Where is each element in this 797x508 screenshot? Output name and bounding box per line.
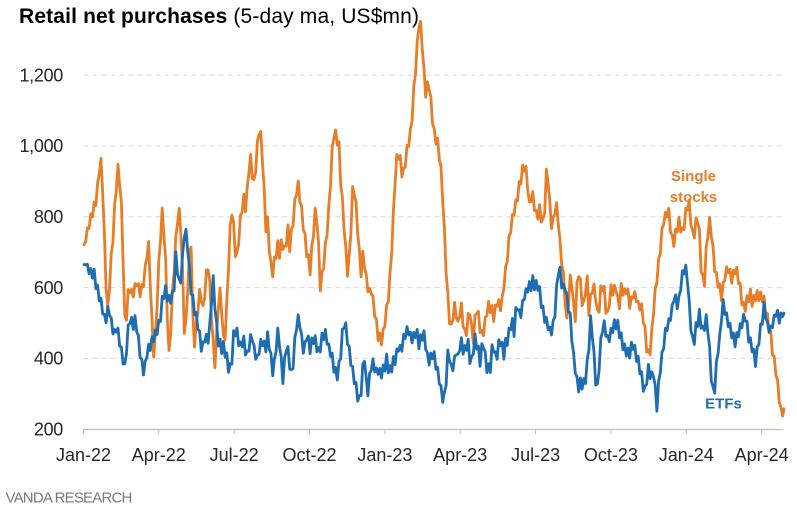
svg-text:1,200: 1,200 (19, 65, 63, 85)
svg-text:Apr-23: Apr-23 (433, 445, 487, 465)
svg-text:Jul-22: Jul-22 (210, 445, 259, 465)
svg-text:1,000: 1,000 (19, 136, 63, 156)
svg-text:600: 600 (34, 278, 63, 298)
svg-text:Oct-22: Oct-22 (282, 445, 336, 465)
svg-text:400: 400 (34, 349, 63, 369)
svg-text:800: 800 (34, 207, 63, 227)
svg-text:Jan-23: Jan-23 (357, 445, 412, 465)
svg-text:200: 200 (34, 419, 63, 439)
svg-text:Jan-24: Jan-24 (659, 445, 714, 465)
svg-text:VANDA RESEARCH: VANDA RESEARCH (6, 489, 132, 506)
svg-text:Jan-22: Jan-22 (56, 445, 111, 465)
svg-text:stocks: stocks (670, 189, 718, 206)
svg-text:Jul-23: Jul-23 (511, 445, 560, 465)
svg-text:Single: Single (671, 168, 716, 185)
svg-text:ETFs: ETFs (705, 396, 742, 413)
svg-text:Apr-22: Apr-22 (132, 445, 186, 465)
svg-text:Retail net purchases (5-day ma: Retail net purchases (5-day ma, US$mn) (19, 5, 419, 28)
svg-text:Oct-23: Oct-23 (584, 445, 638, 465)
svg-text:Apr-24: Apr-24 (735, 445, 789, 465)
